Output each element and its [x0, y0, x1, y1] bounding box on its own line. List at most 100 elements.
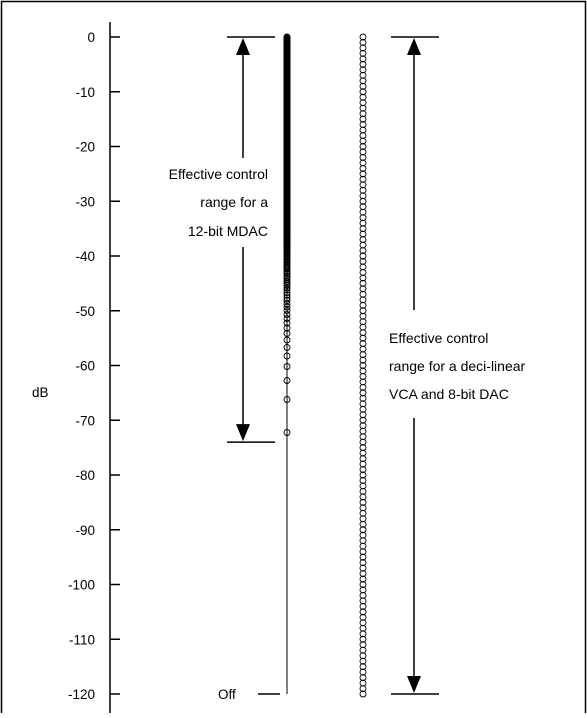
y-tick-label: -30	[75, 194, 95, 209]
mdac-point	[283, 319, 291, 327]
vca-range-label-line-3: VCA and 8-bit DAC	[389, 386, 509, 402]
vca-point	[359, 279, 367, 287]
vca-point	[359, 378, 367, 386]
vca-point	[359, 329, 367, 337]
vca-point	[359, 66, 367, 74]
y-tick-label: -20	[75, 140, 95, 155]
vca-point	[359, 323, 367, 331]
vca-point	[359, 82, 367, 90]
vca-point	[359, 449, 367, 457]
vca-point	[359, 389, 367, 397]
mdac-range-annotation: Effective control range for a 12-bit MDA…	[169, 36, 275, 443]
mdac-point	[283, 311, 291, 318]
vca-point	[359, 33, 367, 41]
vca-point	[359, 652, 367, 660]
vca-point	[359, 422, 367, 430]
mdac-range-label-line-1: Effective control	[169, 166, 268, 182]
vca-point	[359, 482, 367, 490]
vca-point	[359, 592, 367, 599]
vca-point	[359, 307, 367, 315]
vca-point	[359, 192, 367, 200]
vca-point	[359, 504, 367, 512]
mdac-arrowhead-down	[236, 424, 250, 442]
vca-point	[359, 274, 367, 282]
vca-point	[359, 115, 367, 123]
vca-point	[359, 318, 367, 326]
off-label: Off	[218, 687, 236, 702]
vca-point	[359, 44, 367, 52]
vca-point	[359, 564, 367, 572]
vca-point	[359, 312, 367, 320]
vca-point	[359, 153, 367, 161]
vca-point	[359, 88, 367, 96]
vca-point	[359, 613, 367, 621]
vca-point	[359, 559, 367, 567]
vca-point	[359, 170, 367, 178]
vca-point	[359, 460, 367, 468]
vca-point	[359, 241, 367, 249]
vca-point	[359, 137, 367, 145]
vca-point	[359, 362, 367, 369]
vca-point	[359, 351, 367, 358]
vca-range-label-line-1: Effective control	[389, 330, 488, 346]
vca-point	[359, 104, 367, 112]
vca-point	[359, 334, 367, 342]
vca-point	[359, 581, 367, 588]
vca-point	[359, 466, 367, 473]
vca-point	[359, 77, 367, 85]
vca-point	[359, 296, 367, 304]
vca-range-annotation: Effective control range for a deci-linea…	[389, 36, 526, 695]
vca-point	[359, 39, 367, 46]
y-tick-labels: 0 -10 -20 -30 -40 -50 -60 -70 -80 -90 -100 -110 -120	[68, 30, 95, 702]
mdac-point	[283, 265, 291, 273]
vca-point	[359, 690, 367, 698]
vca-point	[359, 411, 367, 419]
vca-point	[359, 520, 367, 528]
y-ticks	[110, 36, 120, 695]
mdac-point	[283, 291, 291, 299]
vca-point	[359, 635, 367, 643]
mdac-point	[283, 315, 291, 322]
vca-series	[359, 33, 367, 698]
vca-point	[359, 49, 367, 57]
vca-point	[359, 121, 367, 129]
vca-point	[359, 509, 367, 517]
vca-point	[359, 110, 367, 118]
y-tick-label: -100	[68, 578, 95, 593]
vca-point	[359, 515, 367, 523]
y-tick-label: -40	[75, 249, 95, 264]
vca-point	[359, 367, 367, 375]
vca-point	[359, 356, 367, 364]
mdac-point	[283, 289, 291, 296]
vca-point	[359, 405, 367, 413]
vca-point	[359, 394, 367, 402]
vca-point	[359, 236, 367, 244]
mdac-point	[283, 396, 291, 403]
vca-point	[359, 531, 367, 539]
vca-point	[359, 542, 367, 550]
vca-point	[359, 493, 367, 501]
mdac-point	[283, 336, 291, 344]
y-tick-label: -110	[69, 632, 95, 647]
vca-point	[359, 438, 367, 446]
vca-point	[359, 263, 367, 271]
vca-point	[359, 674, 367, 682]
mdac-point	[283, 278, 291, 285]
vca-point	[359, 175, 367, 183]
vca-point	[359, 624, 367, 632]
vca-point	[359, 143, 367, 150]
mdac-point	[283, 330, 291, 337]
vca-point	[359, 608, 367, 616]
vca-point	[359, 219, 367, 227]
vca-point	[359, 126, 367, 134]
mdac-point	[283, 284, 291, 292]
vca-point	[359, 225, 367, 233]
mdac-point	[283, 307, 291, 314]
mdac-point	[283, 280, 291, 287]
vca-point	[359, 619, 367, 627]
vca-point	[359, 400, 367, 408]
y-tick-label: -50	[75, 304, 95, 319]
mdac-point	[283, 344, 291, 351]
